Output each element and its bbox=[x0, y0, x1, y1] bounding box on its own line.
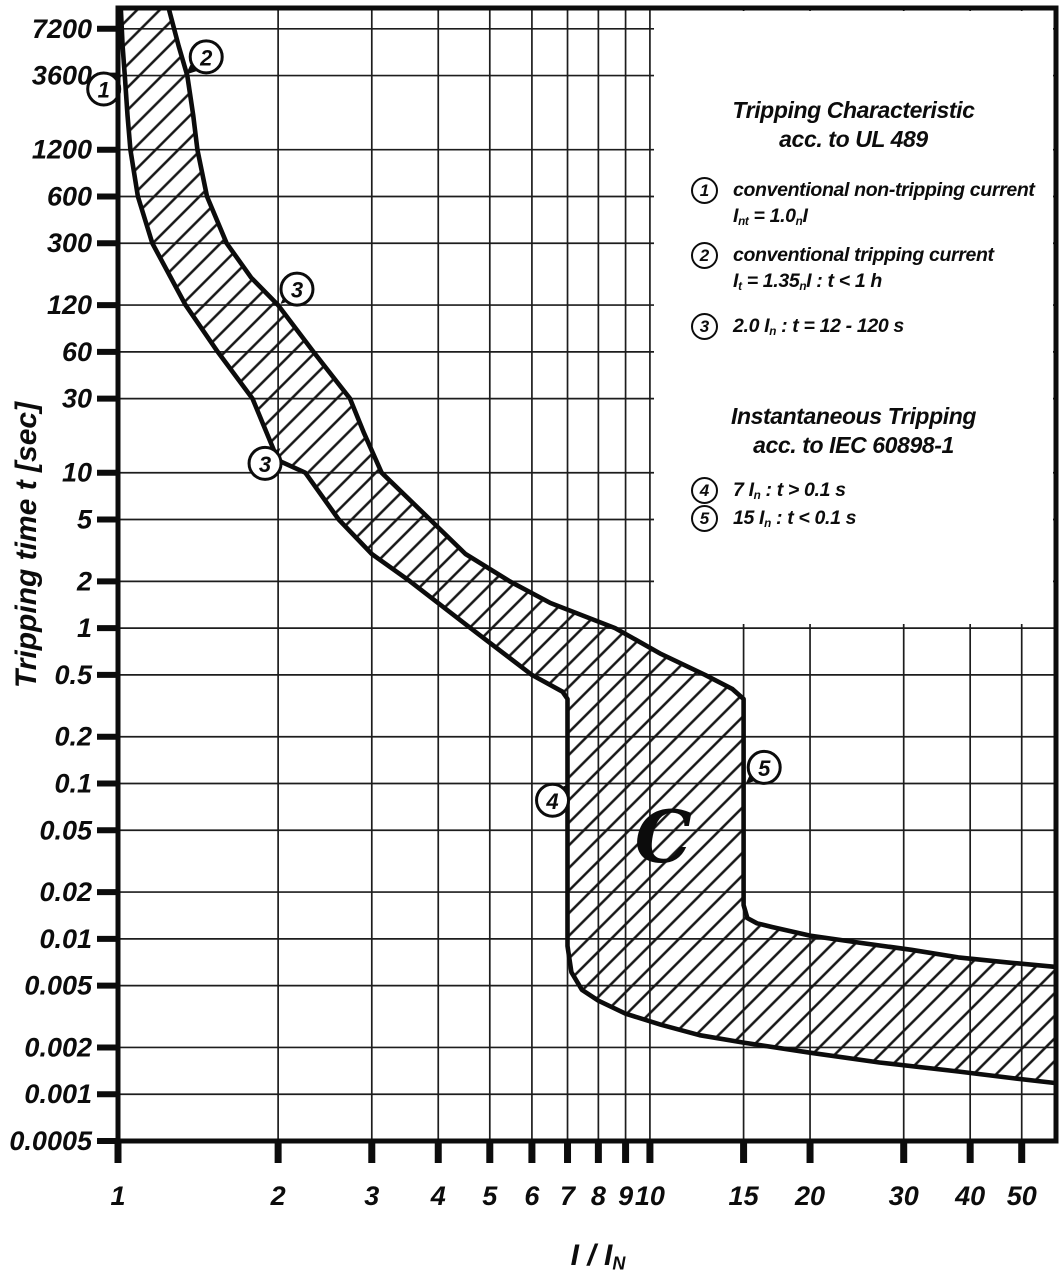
svg-text:60: 60 bbox=[62, 337, 92, 367]
callout-marker-1: 1 bbox=[86, 71, 123, 107]
svg-text:5: 5 bbox=[482, 1181, 498, 1211]
legend-item-2-number: 2 bbox=[699, 246, 710, 265]
svg-text:0.002: 0.002 bbox=[24, 1032, 92, 1062]
legend-item-1-number: 1 bbox=[699, 181, 710, 200]
legend-item-2-formula: It = 1.35nI : t < 1 h bbox=[733, 270, 882, 293]
svg-text:0.02: 0.02 bbox=[39, 877, 92, 907]
callout-marker-5: 5 bbox=[745, 749, 782, 785]
svg-text:30: 30 bbox=[889, 1181, 919, 1211]
callout-marker-3: 3 bbox=[279, 271, 315, 307]
svg-text:1: 1 bbox=[77, 613, 92, 643]
legend-item-3-badge: 3 bbox=[691, 313, 718, 340]
x-tick-labels: 1 2 3 4 5 6 7 8 9 10 15 20 30 40 50 bbox=[110, 1141, 1037, 1211]
legend-item-2-badge: 2 bbox=[691, 242, 718, 269]
svg-text:0.1: 0.1 bbox=[54, 768, 92, 798]
legend-item-4-number: 4 bbox=[699, 481, 710, 500]
svg-text:10: 10 bbox=[62, 458, 92, 488]
svg-text:300: 300 bbox=[47, 228, 92, 258]
legend-item-4-badge: 4 bbox=[691, 477, 718, 504]
legend-item-3-text: 2.0 In : t = 12 - 120 s bbox=[733, 315, 904, 338]
legend-item-5-badge: 5 bbox=[691, 505, 718, 532]
y-axis-title: Tripping time t [sec] bbox=[10, 401, 43, 689]
plot-border bbox=[115, 5, 1059, 1144]
svg-text:1: 1 bbox=[110, 1181, 125, 1211]
legend-item-1: 1 conventional non-tripping current Int … bbox=[691, 177, 1035, 229]
legend-item-3-number: 3 bbox=[699, 317, 710, 336]
x-axis-title: I / IN bbox=[570, 1239, 626, 1274]
legend-item-5: 5 15 In : t < 0.1 s bbox=[691, 505, 857, 532]
svg-text:3: 3 bbox=[291, 278, 303, 303]
legend-title-ul489-line1: Tripping Characteristic bbox=[732, 97, 975, 123]
svg-text:2: 2 bbox=[199, 45, 213, 70]
svg-text:30: 30 bbox=[62, 384, 92, 414]
legend-item-5-number: 5 bbox=[699, 509, 710, 528]
legend-item-1-badge: 1 bbox=[691, 177, 718, 204]
callout-marker-2: 2 bbox=[185, 39, 224, 75]
svg-text:0.2: 0.2 bbox=[54, 722, 92, 752]
svg-text:120: 120 bbox=[47, 290, 92, 320]
legend-title-ul489: Tripping Characteristic acc. to UL 489 bbox=[654, 96, 1053, 154]
legend-title-iec-line2: acc. to IEC 60898-1 bbox=[753, 432, 954, 458]
svg-text:5: 5 bbox=[77, 505, 93, 535]
svg-text:5: 5 bbox=[758, 756, 771, 781]
svg-text:0.001: 0.001 bbox=[24, 1079, 92, 1109]
legend-item-1-text: conventional non-tripping current bbox=[733, 179, 1035, 201]
y-tick-labels: 7200 3600 1200 600 300 120 60 30 10 5 2 1 0.5 0.2 0.1 0… bbox=[9, 14, 119, 1156]
legend-item-4: 4 7 In : t > 0.1 s bbox=[691, 477, 846, 504]
svg-text:7: 7 bbox=[560, 1181, 577, 1211]
svg-text:20: 20 bbox=[794, 1181, 825, 1211]
legend-item-2-text: conventional tripping current bbox=[733, 244, 994, 266]
legend-item-2: 2 conventional tripping current It = 1.3… bbox=[691, 242, 994, 294]
svg-text:0.005: 0.005 bbox=[24, 971, 93, 1001]
svg-text:0.0005: 0.0005 bbox=[9, 1126, 93, 1156]
svg-text:1: 1 bbox=[98, 78, 110, 103]
svg-text:3: 3 bbox=[259, 452, 271, 477]
svg-text:3600: 3600 bbox=[32, 61, 92, 91]
legend-title-iec-line1: Instantaneous Tripping bbox=[730, 403, 977, 429]
legend-title-iec: Instantaneous Tripping acc. to IEC 60898… bbox=[654, 402, 1053, 460]
callout-markers: 1 2 3 3 4 5 bbox=[86, 39, 782, 818]
legend-item-4-text: 7 In : t > 0.1 s bbox=[733, 479, 846, 502]
svg-text:7200: 7200 bbox=[32, 14, 92, 44]
callout-marker-3: 3 bbox=[247, 445, 283, 481]
legend-item-3: 3 2.0 In : t = 12 - 120 s bbox=[691, 313, 904, 340]
legend-item-5-text: 15 In : t < 0.1 s bbox=[733, 507, 857, 530]
svg-text:10: 10 bbox=[635, 1181, 665, 1211]
svg-text:15: 15 bbox=[729, 1181, 760, 1211]
svg-text:4: 4 bbox=[430, 1181, 446, 1211]
svg-text:600: 600 bbox=[47, 181, 92, 211]
svg-text:4: 4 bbox=[545, 789, 558, 814]
legend-box: Tripping Characteristic acc. to UL 489 1… bbox=[654, 11, 1053, 624]
svg-text:9: 9 bbox=[618, 1181, 633, 1211]
svg-text:1200: 1200 bbox=[32, 135, 92, 165]
svg-text:3: 3 bbox=[364, 1181, 379, 1211]
legend-title-ul489-line2: acc. to UL 489 bbox=[779, 126, 928, 152]
svg-text:0.05: 0.05 bbox=[39, 815, 93, 845]
curve-class-label: C bbox=[635, 794, 692, 879]
svg-text:8: 8 bbox=[591, 1181, 606, 1211]
svg-text:0.5: 0.5 bbox=[54, 660, 93, 690]
svg-text:2: 2 bbox=[270, 1181, 286, 1211]
svg-text:2: 2 bbox=[76, 566, 92, 596]
svg-text:0.01: 0.01 bbox=[39, 924, 92, 954]
legend-item-1-formula: Int = 1.0nI bbox=[733, 205, 808, 228]
svg-text:6: 6 bbox=[524, 1181, 540, 1211]
callout-marker-4: 4 bbox=[535, 782, 571, 818]
svg-text:50: 50 bbox=[1007, 1181, 1037, 1211]
svg-text:40: 40 bbox=[954, 1181, 985, 1211]
